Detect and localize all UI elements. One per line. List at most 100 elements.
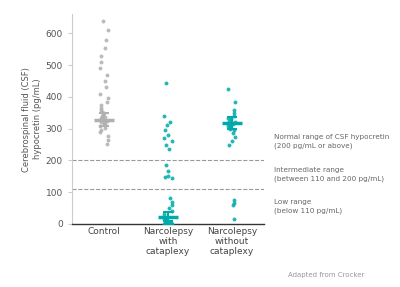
Point [231,198,237,202]
Text: Normal range of CSF hypocretin
(200 pg/mL or above): Normal range of CSF hypocretin (200 pg/m… [274,134,389,149]
Point [227,125,234,129]
Point [165,169,171,174]
Point [101,111,108,116]
Point [163,142,169,147]
Point [100,18,106,23]
Point [232,134,239,139]
Point [168,203,175,207]
Point [227,123,234,127]
Point [97,124,103,128]
Point [225,119,232,123]
Point [97,66,103,71]
Point [168,139,175,144]
Point [227,126,234,131]
Point [103,119,110,123]
Point [165,221,172,225]
Point [98,53,104,58]
Point [102,79,108,83]
Point [164,123,171,128]
Point [98,119,104,124]
Point [103,37,109,42]
Point [169,176,176,180]
Point [230,121,236,126]
Point [163,219,169,224]
Point [98,60,104,64]
Text: Low range
(below 110 pg/mL): Low range (below 110 pg/mL) [274,199,342,214]
Point [96,92,103,96]
Point [231,201,238,205]
Point [105,133,111,138]
Point [161,217,167,221]
Point [102,126,108,130]
Point [162,128,168,133]
Point [163,218,170,222]
Point [161,114,168,118]
Point [98,102,105,107]
Point [99,114,105,118]
Point [105,28,111,32]
Point [100,117,107,122]
Point [97,130,103,135]
Point [104,99,110,104]
Point [161,222,167,226]
Point [99,110,106,115]
Point [99,116,105,121]
Point [225,124,231,128]
Point [161,136,167,140]
Point [100,113,106,117]
Point [166,206,172,210]
Point [98,116,104,120]
Point [169,222,176,226]
Point [103,85,109,90]
Point [167,222,174,226]
Point [162,215,168,220]
Point [104,72,110,77]
Point [164,218,170,223]
Point [231,111,237,116]
Point [98,128,104,133]
Point [168,221,174,226]
Point [161,212,168,217]
Text: Intermediate range
(between 110 and 200 pg/mL): Intermediate range (between 110 and 200 … [274,167,384,182]
Point [167,196,174,201]
Text: Adapted from Crocker: Adapted from Crocker [288,272,364,278]
Point [230,131,236,136]
Point [231,217,238,221]
Point [105,137,111,142]
Point [98,108,104,113]
Point [225,115,231,120]
Point [168,209,175,214]
Point [225,142,232,147]
Y-axis label: Cerebrospinal fluid (CSF)
hypocretin (pg/mL): Cerebrospinal fluid (CSF) hypocretin (pg… [22,67,42,172]
Point [100,117,106,121]
Point [231,114,238,118]
Point [104,141,110,146]
Point [98,106,104,110]
Point [166,147,173,152]
Point [228,117,234,121]
Point [231,107,237,112]
Point [224,87,231,91]
Point [165,173,172,178]
Point [102,122,108,127]
Point [105,96,112,101]
Point [163,80,170,85]
Point [169,199,175,204]
Point [102,115,108,119]
Point [228,139,235,144]
Point [166,120,173,125]
Point [101,121,107,125]
Point [163,163,170,167]
Point [168,220,174,224]
Point [163,220,169,225]
Point [162,221,168,226]
Point [232,99,238,104]
Point [102,45,108,50]
Point [231,128,237,133]
Point [232,120,238,125]
Point [162,222,168,226]
Point [164,220,170,224]
Point [165,133,171,137]
Point [229,203,236,207]
Point [162,174,168,179]
